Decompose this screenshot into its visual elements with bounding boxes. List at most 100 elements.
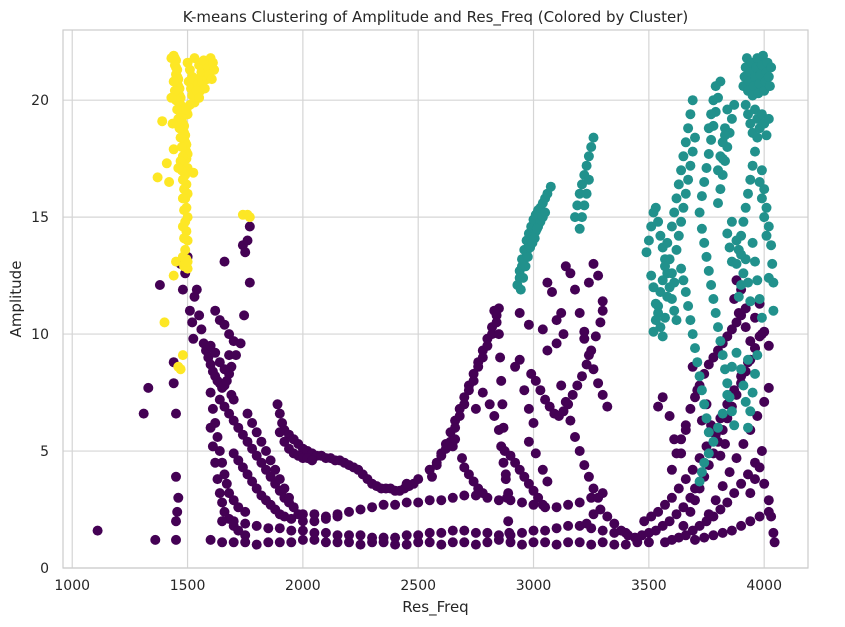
data-point xyxy=(545,181,556,192)
data-point xyxy=(542,345,553,356)
data-point xyxy=(424,527,435,538)
data-point xyxy=(176,142,187,152)
data-point xyxy=(650,202,661,213)
data-point xyxy=(717,527,728,538)
data-point xyxy=(179,205,190,216)
data-point xyxy=(447,537,458,548)
data-point xyxy=(722,497,733,508)
data-point xyxy=(586,142,597,152)
data-point xyxy=(574,223,585,234)
data-point xyxy=(489,305,500,316)
data-point xyxy=(743,109,753,120)
data-point xyxy=(579,326,590,337)
data-point xyxy=(459,525,470,536)
data-point xyxy=(570,284,580,295)
data-point xyxy=(706,109,717,120)
data-point xyxy=(274,427,285,438)
data-point xyxy=(666,464,677,475)
data-point xyxy=(745,336,756,347)
data-point xyxy=(256,436,267,447)
data-point xyxy=(547,287,557,297)
data-point xyxy=(736,364,747,375)
data-point xyxy=(694,483,705,494)
data-point xyxy=(143,382,154,393)
data-point xyxy=(551,315,562,326)
data-point xyxy=(685,506,696,517)
data-point xyxy=(495,352,506,363)
data-point xyxy=(733,308,744,318)
data-point xyxy=(556,308,567,318)
data-point xyxy=(179,233,190,244)
data-point xyxy=(297,525,308,536)
data-point xyxy=(680,188,691,199)
data-point xyxy=(673,230,684,241)
data-point xyxy=(676,448,687,459)
data-point xyxy=(648,326,659,337)
data-point xyxy=(740,99,751,110)
y-tick-labels: 0 5 10 15 20 xyxy=(31,93,49,577)
data-point xyxy=(517,527,527,538)
data-point xyxy=(210,457,221,468)
data-point xyxy=(669,305,680,316)
data-point xyxy=(745,174,756,185)
data-point xyxy=(583,471,594,482)
data-point xyxy=(579,333,590,344)
data-point xyxy=(523,319,534,330)
data-point xyxy=(413,537,424,548)
data-point xyxy=(706,280,717,290)
data-point xyxy=(660,499,670,510)
data-point xyxy=(731,235,742,246)
data-point xyxy=(427,471,437,482)
data-point xyxy=(574,308,585,318)
data-point xyxy=(251,483,262,494)
data-point xyxy=(597,296,608,307)
data-point xyxy=(540,537,551,548)
data-point xyxy=(530,375,541,386)
data-point xyxy=(484,399,495,410)
data-point xyxy=(724,467,735,478)
data-point xyxy=(217,537,228,548)
data-point xyxy=(713,422,723,433)
data-point xyxy=(593,378,604,389)
data-point xyxy=(487,329,497,340)
data-point xyxy=(401,539,412,550)
data-point xyxy=(738,439,749,449)
data-point xyxy=(504,527,515,538)
data-point xyxy=(678,520,689,531)
data-point xyxy=(390,499,401,510)
data-point xyxy=(171,516,181,527)
data-point xyxy=(274,523,285,534)
data-point xyxy=(503,516,514,527)
data-point xyxy=(235,338,246,349)
data-point xyxy=(205,387,216,398)
data-point xyxy=(726,113,737,124)
data-point xyxy=(219,469,230,480)
data-point xyxy=(194,92,205,103)
data-point xyxy=(332,537,343,548)
data-point xyxy=(722,389,733,400)
data-point xyxy=(750,146,760,157)
data-point xyxy=(643,235,654,246)
data-point xyxy=(678,275,689,286)
data-point xyxy=(574,537,585,548)
data-point xyxy=(685,160,696,171)
data-point xyxy=(463,469,474,480)
data-point xyxy=(274,537,285,548)
data-point xyxy=(477,387,488,398)
data-point xyxy=(720,439,730,449)
data-point xyxy=(210,347,221,358)
data-point xyxy=(761,202,772,213)
data-point xyxy=(251,427,262,438)
data-point xyxy=(401,478,412,489)
data-point xyxy=(685,315,696,326)
data-point xyxy=(699,532,710,543)
data-point xyxy=(188,333,199,344)
data-point xyxy=(175,364,186,375)
data-point xyxy=(459,537,470,548)
data-point xyxy=(556,380,567,391)
data-point xyxy=(763,382,774,393)
data-point xyxy=(609,539,620,550)
data-point xyxy=(763,495,774,506)
data-point xyxy=(701,413,712,424)
cluster-series xyxy=(152,50,255,375)
